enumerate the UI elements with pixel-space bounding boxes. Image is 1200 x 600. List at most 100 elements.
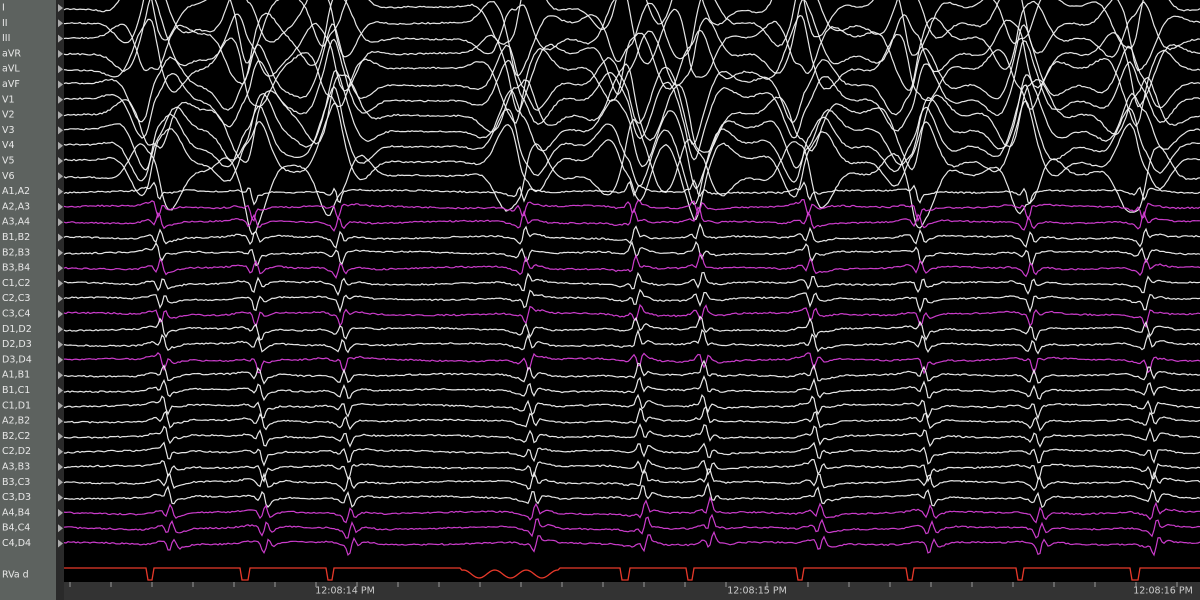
channel-panel bbox=[0, 0, 56, 600]
time-label: 12:08:16 PM bbox=[1133, 586, 1193, 597]
channel-label[interactable]: B2,C2 bbox=[2, 431, 30, 442]
channel-marker bbox=[58, 539, 63, 548]
channel-marker bbox=[58, 386, 63, 395]
time-label: 12:08:15 PM bbox=[727, 586, 787, 597]
channel-label[interactable]: C1,D1 bbox=[2, 400, 31, 411]
channel-labels: IIIIIIaVRaVLaVFV1V2V3V4V5V6A1,A2A2,A3A3,… bbox=[2, 3, 1193, 597]
channel-marker bbox=[58, 508, 63, 517]
signal-trace bbox=[63, 0, 1200, 91]
channel-label[interactable]: A2,A3 bbox=[2, 201, 30, 212]
channel-label[interactable]: V3 bbox=[2, 125, 15, 136]
channel-marker bbox=[58, 65, 63, 74]
channel-marker bbox=[58, 264, 63, 273]
channel-label[interactable]: V1 bbox=[2, 94, 15, 105]
signal-trace bbox=[63, 198, 1200, 223]
channel-label[interactable]: aVF bbox=[2, 79, 20, 90]
channel-marker bbox=[58, 111, 63, 120]
channel-label[interactable]: A3,A4 bbox=[2, 217, 30, 228]
channel-label[interactable]: A2,B2 bbox=[2, 416, 30, 427]
channel-marker bbox=[58, 463, 63, 471]
signal-trace bbox=[63, 405, 1200, 432]
time-axis bbox=[64, 582, 1200, 600]
signal-trace bbox=[63, 240, 1200, 267]
channel-marker bbox=[58, 4, 63, 12]
channel-label[interactable]: III bbox=[2, 33, 10, 44]
channel-marker bbox=[58, 417, 63, 426]
channel-marker bbox=[58, 355, 63, 364]
channel-marker bbox=[58, 478, 63, 487]
channel-label[interactable]: aVL bbox=[2, 64, 20, 75]
channel-label[interactable]: D3,D4 bbox=[2, 354, 32, 365]
channel-marker bbox=[58, 325, 63, 334]
signal-trace bbox=[63, 38, 1200, 161]
channel-marker bbox=[58, 401, 63, 410]
channel-label[interactable]: I bbox=[2, 3, 5, 14]
channel-marker bbox=[58, 493, 63, 502]
channel-marker bbox=[58, 233, 63, 242]
signal-trace bbox=[63, 0, 1200, 77]
signal-trace bbox=[63, 288, 1200, 314]
channel-marker bbox=[58, 371, 63, 380]
channel-marker bbox=[58, 80, 63, 89]
signal-trace bbox=[63, 315, 1200, 342]
channel-label[interactable]: V6 bbox=[2, 171, 15, 182]
channel-marker bbox=[58, 218, 63, 227]
signal-trace bbox=[63, 303, 1200, 328]
channel-marker bbox=[58, 49, 63, 58]
signal-trace bbox=[63, 206, 1200, 232]
signal-trace bbox=[63, 513, 1200, 539]
channel-marker bbox=[58, 187, 63, 196]
channel-label[interactable]: B1,B2 bbox=[2, 232, 30, 243]
signal-trace bbox=[63, 271, 1200, 297]
channel-label[interactable]: A1,A2 bbox=[2, 186, 30, 197]
channel-label[interactable]: A1,B1 bbox=[2, 370, 30, 381]
channel-label[interactable]: B3,B4 bbox=[2, 263, 30, 274]
channel-label[interactable]: D1,D2 bbox=[2, 324, 32, 335]
channel-label[interactable]: C3,D3 bbox=[2, 492, 31, 503]
channel-label[interactable]: B4,C4 bbox=[2, 523, 30, 534]
signal-trace bbox=[63, 328, 1200, 355]
signal-trace bbox=[64, 359, 1200, 385]
channel-label[interactable]: V4 bbox=[2, 140, 15, 151]
channel-marker bbox=[58, 172, 63, 181]
rva-trace bbox=[64, 567, 1200, 581]
channel-marker bbox=[58, 126, 63, 135]
channel-label[interactable]: B2,B3 bbox=[2, 247, 30, 258]
channel-label[interactable]: C2,C3 bbox=[2, 293, 30, 304]
channel-label[interactable]: D2,D3 bbox=[2, 339, 32, 350]
signal-trace bbox=[63, 252, 1200, 280]
channel-label[interactable]: C3,C4 bbox=[2, 309, 30, 320]
channel-label[interactable]: V2 bbox=[2, 110, 15, 121]
signal-trace bbox=[63, 0, 1200, 113]
channel-marker bbox=[58, 524, 63, 533]
channel-marker bbox=[58, 19, 63, 28]
channel-label[interactable]: RVa d bbox=[2, 570, 29, 581]
channel-marker bbox=[58, 95, 63, 104]
channel-label[interactable]: V5 bbox=[2, 156, 15, 167]
channel-label[interactable]: C1,C2 bbox=[2, 278, 30, 289]
channel-marker bbox=[58, 34, 63, 43]
channel-label[interactable]: B3,C3 bbox=[2, 477, 30, 488]
channel-marker bbox=[58, 202, 63, 211]
channel-label[interactable]: B1,C1 bbox=[2, 385, 30, 396]
channel-marker bbox=[58, 279, 63, 288]
channel-label[interactable]: aVR bbox=[2, 48, 21, 59]
channel-marker bbox=[58, 157, 63, 165]
channel-label[interactable]: C4,D4 bbox=[2, 538, 31, 549]
channel-marker bbox=[58, 294, 63, 303]
channel-label[interactable]: A3,B3 bbox=[2, 462, 30, 473]
signal-trace bbox=[64, 458, 1200, 483]
channel-label[interactable]: A4,B4 bbox=[2, 507, 30, 518]
signal-trace bbox=[63, 84, 1200, 206]
signal-trace bbox=[63, 99, 1200, 221]
channel-label[interactable]: II bbox=[2, 18, 8, 29]
channel-label[interactable]: C2,D2 bbox=[2, 446, 31, 457]
signal-trace bbox=[63, 222, 1200, 249]
signal-trace bbox=[63, 14, 1200, 128]
signal-trace bbox=[63, 441, 1200, 467]
time-label: 12:08:14 PM bbox=[315, 586, 375, 597]
signal-trace bbox=[63, 375, 1200, 402]
channel-marker bbox=[58, 141, 63, 150]
signal-trace bbox=[63, 496, 1200, 524]
